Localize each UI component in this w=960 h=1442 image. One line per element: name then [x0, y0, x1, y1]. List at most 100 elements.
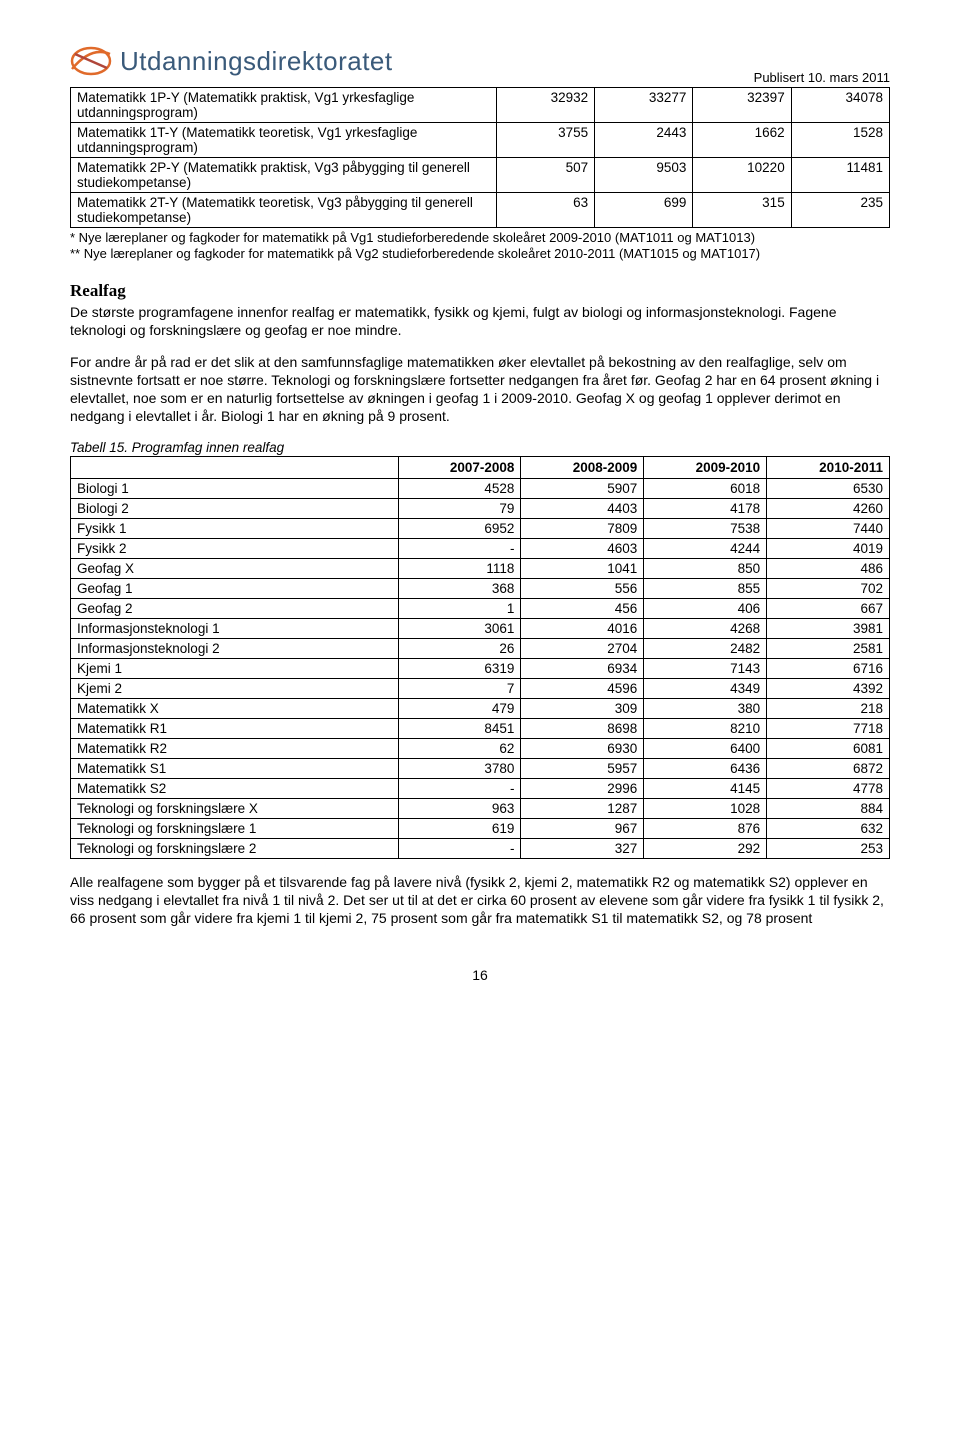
- cell-value: 6934: [521, 658, 644, 678]
- row-label: Teknologi og forskningslære 1: [71, 818, 399, 838]
- table-matematikk: Matematikk 1P-Y (Matematikk praktisk, Vg…: [70, 87, 890, 228]
- cell-value: 327: [521, 838, 644, 858]
- table-row: Matematikk 1P-Y (Matematikk praktisk, Vg…: [71, 88, 890, 123]
- table-programfag: 2007-20082008-20092009-20102010-2011Biol…: [70, 456, 890, 859]
- cell-value: 619: [398, 818, 521, 838]
- cell-value: 4244: [644, 538, 767, 558]
- table-row: Matematikk 2T-Y (Matematikk teoretisk, V…: [71, 193, 890, 228]
- table-row: Matematikk X479309380218: [71, 698, 890, 718]
- cell-value: 632: [767, 818, 890, 838]
- cell-value: 855: [644, 578, 767, 598]
- table-row: Matematikk S13780595764366872: [71, 758, 890, 778]
- cell-value: 507: [496, 158, 594, 193]
- cell-value: 456: [521, 598, 644, 618]
- cell-value: 7440: [767, 518, 890, 538]
- cell-value: 3755: [496, 123, 594, 158]
- row-label: Matematikk S2: [71, 778, 399, 798]
- cell-value: 6872: [767, 758, 890, 778]
- footnote-line: ** Nye læreplaner og fagkoder for matema…: [70, 246, 890, 262]
- cell-value: 309: [521, 698, 644, 718]
- table-row: Informasjonsteknologi 13061401642683981: [71, 618, 890, 638]
- table-row: Matematikk S2-299641454778: [71, 778, 890, 798]
- cell-value: 884: [767, 798, 890, 818]
- cell-value: 6018: [644, 478, 767, 498]
- logo-text: Utdanningsdirektoratet: [120, 46, 393, 77]
- table-row: Matematikk R18451869882107718: [71, 718, 890, 738]
- table-row: Matematikk 1T-Y (Matematikk teoretisk, V…: [71, 123, 890, 158]
- column-header: 2010-2011: [767, 456, 890, 478]
- column-header: 2007-2008: [398, 456, 521, 478]
- logo: Utdanningsdirektoratet: [70, 40, 393, 82]
- cell-value: 4528: [398, 478, 521, 498]
- cell-value: -: [398, 538, 521, 558]
- row-label: Teknologi og forskningslære X: [71, 798, 399, 818]
- cell-value: 4178: [644, 498, 767, 518]
- cell-value: 79: [398, 498, 521, 518]
- column-header: 2008-2009: [521, 456, 644, 478]
- cell-value: 4403: [521, 498, 644, 518]
- row-label: Kjemi 2: [71, 678, 399, 698]
- cell-value: 3981: [767, 618, 890, 638]
- cell-value: 2704: [521, 638, 644, 658]
- row-label: Matematikk X: [71, 698, 399, 718]
- row-label: Kjemi 1: [71, 658, 399, 678]
- row-label: Informasjonsteknologi 1: [71, 618, 399, 638]
- cell-value: 368: [398, 578, 521, 598]
- cell-value: 2482: [644, 638, 767, 658]
- row-label: Matematikk R1: [71, 718, 399, 738]
- table-row: Teknologi og forskningslære 2-327292253: [71, 838, 890, 858]
- cell-value: 7538: [644, 518, 767, 538]
- cell-value: 7718: [767, 718, 890, 738]
- table-row: Teknologi og forskningslære 161996787663…: [71, 818, 890, 838]
- cell-value: 2443: [595, 123, 693, 158]
- heading-realfag: Realfag: [70, 281, 890, 301]
- realfag-paragraph-2: For andre år på rad er det slik at den s…: [70, 353, 890, 426]
- cell-value: -: [398, 838, 521, 858]
- cell-value: 2581: [767, 638, 890, 658]
- udir-logo-icon: [70, 40, 112, 82]
- cell-value: 6716: [767, 658, 890, 678]
- cell-value: 4603: [521, 538, 644, 558]
- cell-value: 3061: [398, 618, 521, 638]
- cell-value: 702: [767, 578, 890, 598]
- column-header: 2009-2010: [644, 456, 767, 478]
- cell-value: 8451: [398, 718, 521, 738]
- table-row: Fysikk 16952780975387440: [71, 518, 890, 538]
- cell-value: 6952: [398, 518, 521, 538]
- row-label: Matematikk S1: [71, 758, 399, 778]
- table-row: Informasjonsteknologi 226270424822581: [71, 638, 890, 658]
- table-row: Biologi 279440341784260: [71, 498, 890, 518]
- table-header-row: 2007-20082008-20092009-20102010-2011: [71, 456, 890, 478]
- cell-value: 479: [398, 698, 521, 718]
- row-label: Matematikk 1P-Y (Matematikk praktisk, Vg…: [71, 88, 497, 123]
- cell-value: 7809: [521, 518, 644, 538]
- cell-value: 1041: [521, 558, 644, 578]
- cell-value: 4349: [644, 678, 767, 698]
- row-label: Geofag X: [71, 558, 399, 578]
- cell-value: 4596: [521, 678, 644, 698]
- cell-value: 7: [398, 678, 521, 698]
- cell-value: 6400: [644, 738, 767, 758]
- row-label: Biologi 2: [71, 498, 399, 518]
- cell-value: 33277: [595, 88, 693, 123]
- row-label: Geofag 1: [71, 578, 399, 598]
- cell-value: 1528: [791, 123, 889, 158]
- cell-value: 1287: [521, 798, 644, 818]
- cell-value: 5957: [521, 758, 644, 778]
- cell-value: 315: [693, 193, 791, 228]
- table-row: Geofag 21456406667: [71, 598, 890, 618]
- cell-value: 380: [644, 698, 767, 718]
- page-header: Utdanningsdirektoratet Publisert 10. mar…: [70, 40, 890, 85]
- table-row: Biologi 14528590760186530: [71, 478, 890, 498]
- cell-value: 6081: [767, 738, 890, 758]
- cell-value: 6319: [398, 658, 521, 678]
- cell-value: 8698: [521, 718, 644, 738]
- row-label: Teknologi og forskningslære 2: [71, 838, 399, 858]
- page-container: Utdanningsdirektoratet Publisert 10. mar…: [0, 0, 960, 1023]
- cell-value: -: [398, 778, 521, 798]
- cell-value: 963: [398, 798, 521, 818]
- row-label: Fysikk 2: [71, 538, 399, 558]
- row-label: Biologi 1: [71, 478, 399, 498]
- table-row: Matematikk 2P-Y (Matematikk praktisk, Vg…: [71, 158, 890, 193]
- cell-value: 4260: [767, 498, 890, 518]
